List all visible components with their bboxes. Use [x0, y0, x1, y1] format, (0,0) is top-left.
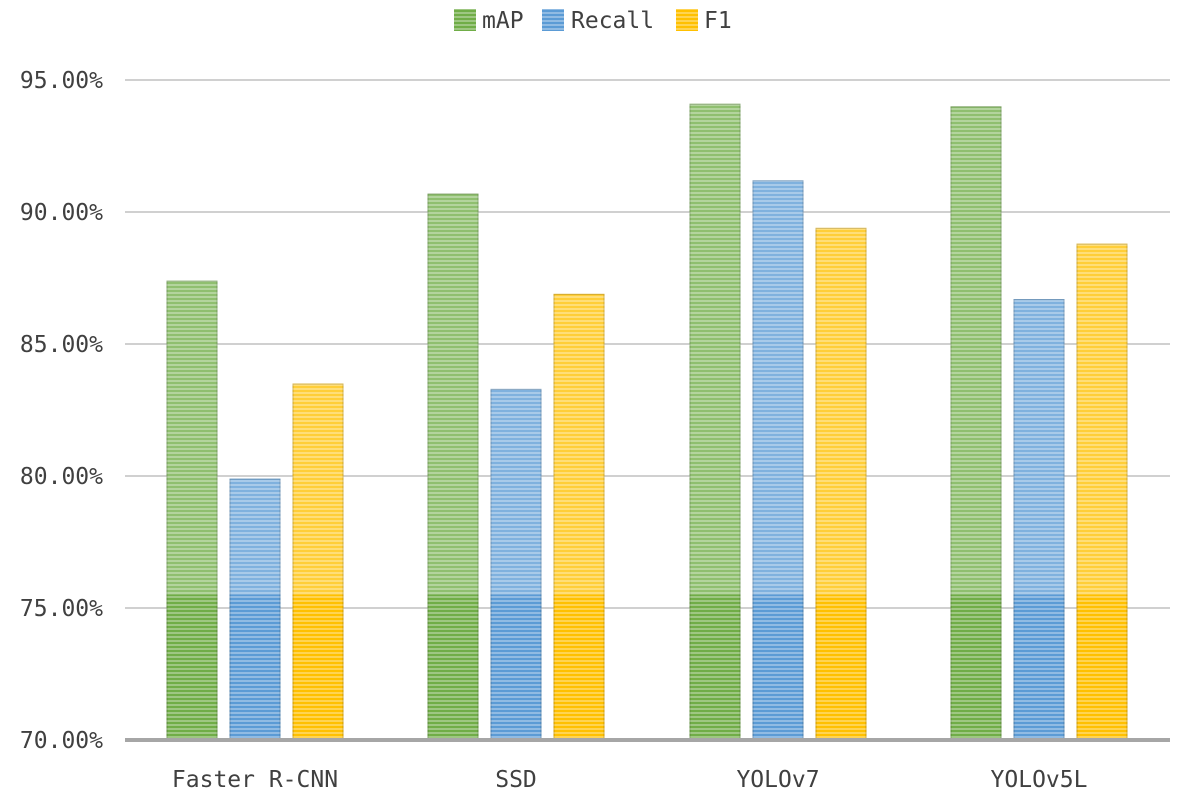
- x-category-label: YOLOv5L: [991, 767, 1088, 793]
- legend: mAP Recall F1: [454, 8, 732, 34]
- y-tick-label: 85.00%: [20, 332, 103, 358]
- bar-stripes: [427, 193, 479, 740]
- y-axis-tick-labels: 70.00% 75.00% 80.00% 85.00% 90.00% 95.00%: [20, 68, 103, 754]
- bar-f1-faster-r-cnn: [292, 383, 344, 740]
- bar-map-yolov5l: [950, 106, 1002, 740]
- legend-swatch-stripes: [676, 9, 698, 31]
- bar-stripes: [815, 227, 867, 741]
- legend-swatch-stripes: [454, 9, 476, 31]
- bar-f1-yolov7: [815, 227, 867, 741]
- bar-stripes: [950, 106, 1002, 740]
- y-tick-label: 95.00%: [20, 68, 103, 94]
- x-category-label: Faster R-CNN: [172, 767, 338, 793]
- bar-stripes: [553, 293, 605, 740]
- legend-label: F1: [704, 8, 732, 34]
- y-tick-label: 70.00%: [20, 728, 103, 754]
- legend-item-f1: F1: [676, 8, 732, 34]
- bar-recall-yolov5l: [1013, 299, 1065, 740]
- bar-stripes: [689, 103, 741, 740]
- bar-f1-yolov5l: [1076, 243, 1128, 740]
- bar-stripes: [490, 388, 542, 740]
- bar-f1-ssd: [553, 293, 605, 740]
- legend-item-recall: Recall: [542, 8, 654, 34]
- bar-stripes: [292, 383, 344, 740]
- bar-recall-ssd: [490, 388, 542, 740]
- bar-stripes: [752, 180, 804, 740]
- x-category-label: SSD: [495, 767, 537, 793]
- bars: [166, 103, 1128, 741]
- y-tick-label: 90.00%: [20, 200, 103, 226]
- gridlines: [125, 79, 1170, 609]
- bar-stripes: [1013, 299, 1065, 740]
- y-tick-label: 75.00%: [20, 596, 103, 622]
- x-axis-category-labels: Faster R-CNN SSD YOLOv7 YOLOv5L: [172, 767, 1088, 793]
- legend-label: Recall: [571, 8, 654, 34]
- bar-stripes: [1076, 243, 1128, 740]
- bar-map-ssd: [427, 193, 479, 740]
- bar-map-faster-r-cnn: [166, 280, 218, 740]
- bar-recall-yolov7: [752, 180, 804, 740]
- legend-swatch-stripes: [542, 9, 564, 31]
- bar-map-yolov7: [689, 103, 741, 740]
- bar-stripes: [166, 280, 218, 740]
- y-tick-label: 80.00%: [20, 464, 103, 490]
- legend-item-map: mAP: [454, 8, 524, 34]
- x-category-label: YOLOv7: [736, 767, 819, 793]
- bar-recall-faster-r-cnn: [229, 478, 281, 740]
- legend-label: mAP: [482, 8, 524, 34]
- bar-stripes: [229, 478, 281, 740]
